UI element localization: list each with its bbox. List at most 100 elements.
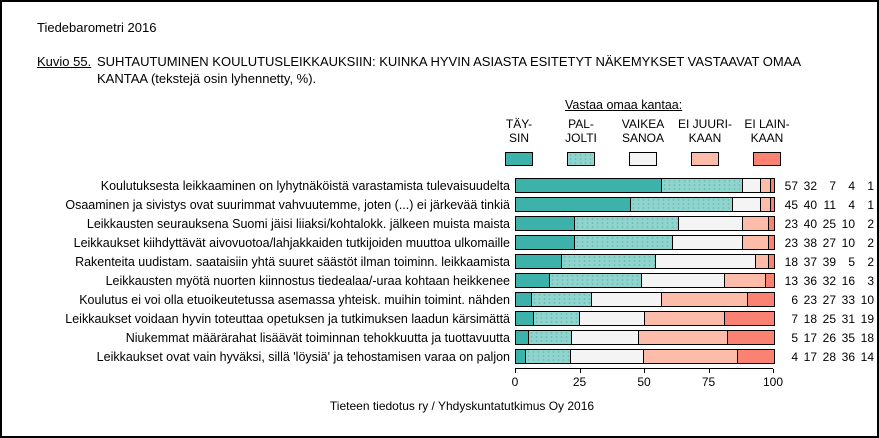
bar-segment-taysin xyxy=(516,217,576,230)
bar-segment-ei-juurikaan xyxy=(638,331,728,344)
chart-row: Leikkaukset kiihdyttävät aivovuotoa/lahj… xyxy=(22,235,874,250)
value-label-vaikea-sanoa: 25 xyxy=(822,311,836,326)
row-label: Koulutuksesta leikkaaminen on lyhytnäköi… xyxy=(100,178,510,193)
value-label-paljolti: 40 xyxy=(803,197,817,212)
legend-item-ei-lainkaan: EI LAIN- KAAN xyxy=(736,117,798,166)
row-values: 7 18 25 31 19 xyxy=(781,312,874,326)
bar-segment-vaikea-sanoa xyxy=(591,293,662,306)
row-values: 45 40 11 4 1 xyxy=(781,198,874,212)
x-axis: 0 25 50 75 100 xyxy=(512,368,783,389)
legend-label: TÄY- xyxy=(505,117,533,131)
value-label-paljolti: 38 xyxy=(803,235,817,250)
value-label-taysin: 57 xyxy=(784,178,798,193)
legend-item-paljolti: PAL- JOLTI xyxy=(550,117,612,166)
legend-label: EI LAIN- xyxy=(744,117,790,131)
value-label-vaikea-sanoa: 39 xyxy=(822,254,836,269)
chart-row: Niukemmat määrärahat lisäävät toiminnan … xyxy=(22,330,874,345)
bar-segment-paljolti xyxy=(526,350,571,363)
bar-segment-taysin xyxy=(516,179,662,192)
bar-segment-ei-lainkaan xyxy=(747,293,774,306)
value-label-paljolti: 37 xyxy=(803,254,817,269)
bar-segment-ei-lainkaan xyxy=(766,274,774,287)
value-label-ei-lainkaan: 19 xyxy=(860,311,874,326)
row-values: 23 40 25 10 2 xyxy=(781,217,874,231)
row-label: Rakenteita uudistam. saataisiin yhtä suu… xyxy=(75,254,510,269)
bar-segment-paljolti xyxy=(534,312,581,325)
bar-segment-vaikea-sanoa xyxy=(678,217,744,230)
stacked-bar xyxy=(515,273,775,288)
bar-segment-ei-juurikaan xyxy=(761,198,772,211)
bar-segment-ei-juurikaan xyxy=(743,217,769,230)
legend-swatch-ei-juurikaan xyxy=(691,152,719,166)
bar-segment-vaikea-sanoa xyxy=(656,255,757,268)
bar-segment-paljolti xyxy=(528,331,573,344)
chart-rows: Koulutuksesta leikkaaminen on lyhytnäköi… xyxy=(22,178,874,368)
bar-segment-paljolti xyxy=(549,274,643,287)
value-label-ei-juurikaan: 4 xyxy=(848,178,855,193)
value-label-vaikea-sanoa: 27 xyxy=(822,292,836,307)
bar-segment-taysin xyxy=(516,255,562,268)
chart-row: Leikkausten seurauksena Suomi jäisi liia… xyxy=(22,216,874,231)
bar-segment-ei-lainkaan xyxy=(737,350,774,363)
axis-tick xyxy=(515,369,516,373)
legend-swatch-taysin xyxy=(505,152,533,166)
bar-segment-taysin xyxy=(516,350,527,363)
value-label-ei-juurikaan: 33 xyxy=(841,292,855,307)
bar-segment-taysin xyxy=(516,293,532,306)
bar-segment-paljolti xyxy=(630,198,734,211)
value-label-ei-juurikaan: 16 xyxy=(841,273,855,288)
axis-tick xyxy=(773,369,774,373)
bar-segment-vaikea-sanoa xyxy=(572,331,639,344)
value-label-ei-juurikaan: 4 xyxy=(848,197,855,212)
legend-label: EI JUURI- xyxy=(678,117,732,131)
value-label-ei-lainkaan: 2 xyxy=(867,216,874,231)
legend-swatch-vaikea-sanoa xyxy=(629,152,657,166)
chart-row: Koulutuksesta leikkaaminen on lyhytnäköi… xyxy=(22,178,874,193)
chart-row: Leikkausten myötä nuorten kiinnostus tie… xyxy=(22,273,874,288)
value-label-paljolti: 40 xyxy=(803,216,817,231)
axis-tick-label: 0 xyxy=(511,375,519,389)
value-label-paljolti: 17 xyxy=(803,349,817,364)
legend-item-taysin: TÄY- SIN xyxy=(488,117,550,166)
chart-row: Leikkaukset ovat vain hyväksi, sillä 'lö… xyxy=(22,349,874,364)
bar-segment-vaikea-sanoa xyxy=(733,198,762,211)
axis-tick xyxy=(644,369,645,373)
chart-row: Leikkaukset voidaan hyvin toteuttaa opet… xyxy=(22,311,874,326)
value-label-vaikea-sanoa: 7 xyxy=(829,178,836,193)
stacked-bar xyxy=(515,254,775,269)
bar-segment-vaikea-sanoa xyxy=(673,236,744,249)
bar-segment-ei-lainkaan xyxy=(768,217,774,230)
value-label-ei-lainkaan: 10 xyxy=(860,292,874,307)
value-label-paljolti: 23 xyxy=(803,292,817,307)
row-label: Osaaminen ja sivistys ovat suurimmat vah… xyxy=(65,197,510,212)
row-values: 57 32 7 4 1 xyxy=(781,179,874,193)
bar-segment-taysin xyxy=(516,312,535,325)
row-label: Koulutus ei voi olla etuoikeutetussa ase… xyxy=(79,292,510,307)
value-label-paljolti: 18 xyxy=(803,311,817,326)
value-label-taysin: 5 xyxy=(791,330,798,345)
bar-segment-ei-lainkaan xyxy=(771,179,774,192)
value-label-ei-lainkaan: 1 xyxy=(867,178,874,193)
figure-caption: SUHTAUTUMINEN KOULUTUSLEIKKAUKSIIN: KUIN… xyxy=(97,54,801,86)
stacked-bar xyxy=(515,197,775,212)
stacked-bar xyxy=(515,349,775,364)
bar-segment-vaikea-sanoa xyxy=(642,274,725,287)
stacked-bar xyxy=(515,216,775,231)
bar-segment-paljolti xyxy=(531,293,592,306)
value-label-vaikea-sanoa: 25 xyxy=(822,216,836,231)
bar-segment-taysin xyxy=(516,198,631,211)
row-label: Leikkaukset kiihdyttävät aivovuotoa/lahj… xyxy=(73,235,510,250)
value-label-ei-lainkaan: 2 xyxy=(867,254,874,269)
bar-segment-ei-lainkaan xyxy=(768,255,774,268)
legend-item-ei-juurikaan: EI JUURI- KAAN xyxy=(674,117,736,166)
bar-segment-vaikea-sanoa xyxy=(743,179,762,192)
value-label-ei-lainkaan: 18 xyxy=(860,330,874,345)
value-label-vaikea-sanoa: 26 xyxy=(822,330,836,345)
bar-segment-taysin xyxy=(516,331,529,344)
value-label-taysin: 6 xyxy=(791,292,798,307)
value-label-paljolti: 36 xyxy=(803,273,817,288)
row-values: 6 23 27 33 10 xyxy=(781,293,874,307)
value-label-ei-juurikaan: 31 xyxy=(841,311,855,326)
bar-segment-vaikea-sanoa xyxy=(570,350,644,363)
